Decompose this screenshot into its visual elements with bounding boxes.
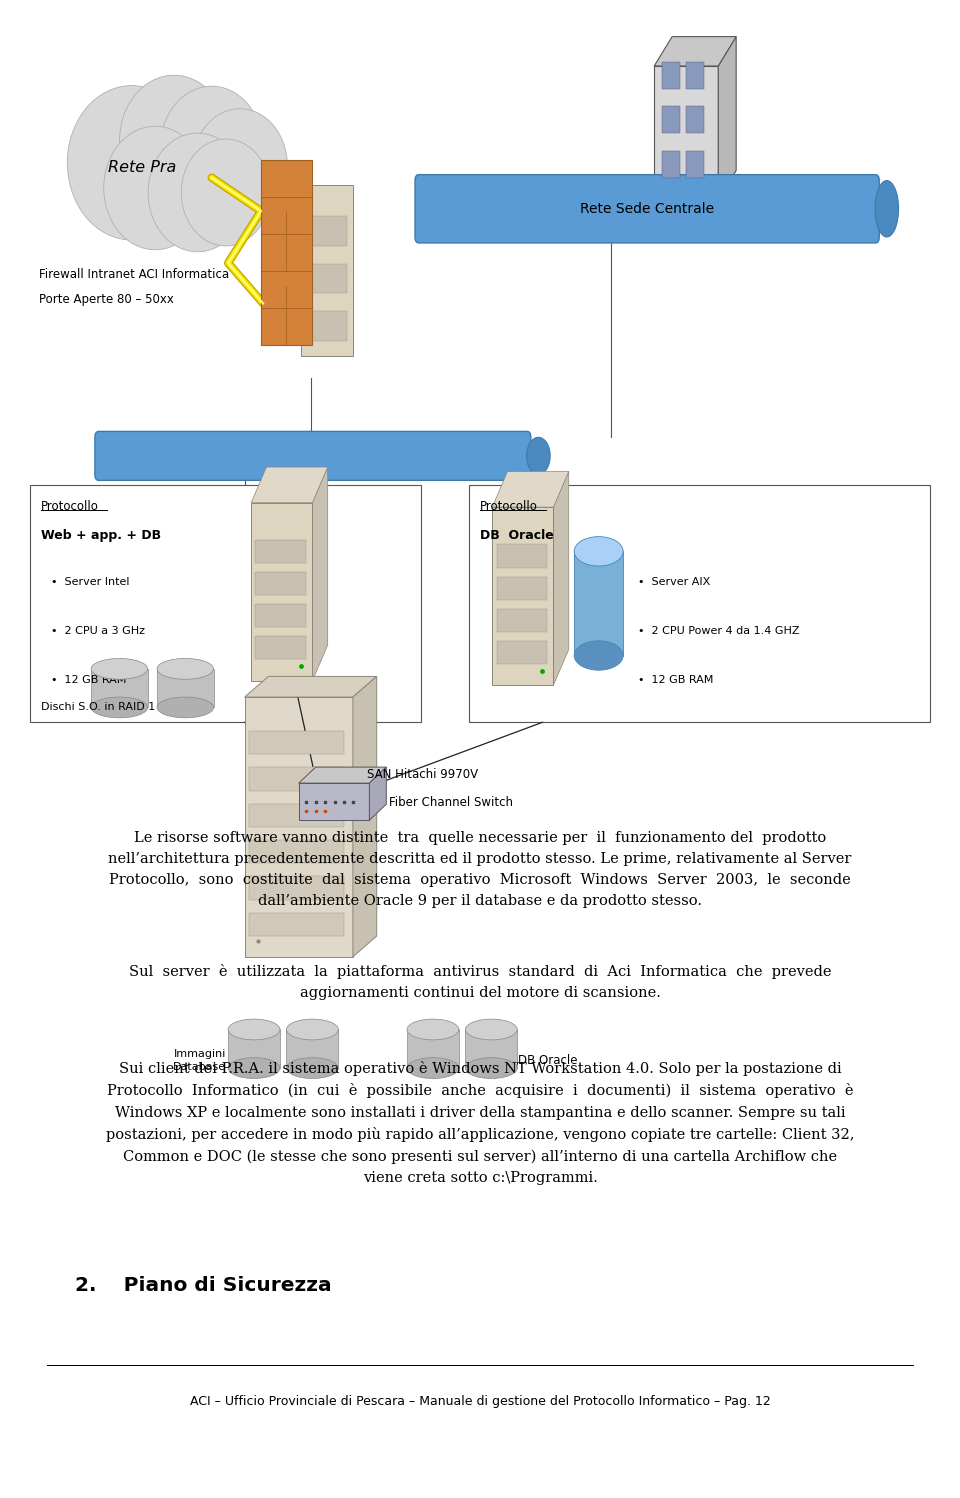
Polygon shape [312, 467, 327, 680]
Text: Rete Sede Centrale: Rete Sede Centrale [580, 202, 714, 216]
FancyBboxPatch shape [95, 431, 531, 481]
FancyBboxPatch shape [496, 641, 546, 664]
Text: 2.  Piano di Sicurezza: 2. Piano di Sicurezza [75, 1276, 332, 1294]
FancyBboxPatch shape [661, 151, 680, 178]
FancyBboxPatch shape [686, 61, 704, 88]
FancyBboxPatch shape [249, 912, 345, 936]
FancyBboxPatch shape [255, 637, 305, 659]
Ellipse shape [407, 1019, 459, 1040]
Text: •  2 CPU a 3 GHz: • 2 CPU a 3 GHz [51, 626, 145, 635]
FancyBboxPatch shape [496, 577, 546, 599]
Ellipse shape [157, 659, 213, 679]
Ellipse shape [67, 85, 196, 240]
FancyBboxPatch shape [30, 485, 420, 722]
Text: Fiber Channel Switch: Fiber Channel Switch [389, 795, 513, 809]
Polygon shape [492, 472, 568, 508]
Text: SAN Hitachi 9970V: SAN Hitachi 9970V [367, 768, 478, 782]
FancyBboxPatch shape [407, 1029, 459, 1068]
FancyBboxPatch shape [91, 670, 148, 707]
FancyBboxPatch shape [492, 508, 554, 685]
FancyBboxPatch shape [496, 608, 546, 632]
Polygon shape [299, 767, 386, 783]
FancyBboxPatch shape [157, 670, 213, 707]
FancyBboxPatch shape [249, 840, 345, 863]
FancyBboxPatch shape [252, 503, 312, 680]
Text: Porte Aperte 80 – 50xx: Porte Aperte 80 – 50xx [39, 292, 174, 306]
FancyBboxPatch shape [686, 151, 704, 178]
Text: Web + app. + DB: Web + app. + DB [41, 529, 161, 542]
Ellipse shape [228, 1019, 280, 1040]
Ellipse shape [286, 1019, 338, 1040]
Ellipse shape [192, 109, 287, 223]
Ellipse shape [228, 1058, 280, 1079]
FancyBboxPatch shape [496, 544, 546, 568]
Text: Dischi S.O. in RAID 1: Dischi S.O. in RAID 1 [41, 703, 156, 712]
FancyBboxPatch shape [245, 697, 353, 957]
FancyBboxPatch shape [307, 264, 348, 294]
Polygon shape [245, 677, 376, 697]
Ellipse shape [91, 659, 148, 679]
Polygon shape [370, 767, 386, 821]
Ellipse shape [104, 126, 206, 250]
Polygon shape [718, 36, 736, 199]
Text: Immagini
Database: Immagini Database [173, 1049, 226, 1073]
Ellipse shape [466, 1058, 517, 1079]
Text: •  12 GB RAM: • 12 GB RAM [51, 674, 126, 685]
FancyBboxPatch shape [249, 876, 345, 900]
Ellipse shape [407, 1058, 459, 1079]
Ellipse shape [527, 437, 550, 475]
Ellipse shape [148, 133, 247, 252]
FancyBboxPatch shape [466, 1029, 517, 1068]
FancyBboxPatch shape [260, 160, 312, 346]
FancyBboxPatch shape [415, 175, 879, 243]
Ellipse shape [574, 536, 623, 566]
Text: ACI – Ufficio Provinciale di Pescara – Manuale di gestione del Protocollo Inform: ACI – Ufficio Provinciale di Pescara – M… [190, 1395, 770, 1408]
Polygon shape [554, 472, 568, 685]
FancyBboxPatch shape [255, 572, 305, 595]
Text: •  2 CPU Power 4 da 1.4 GHZ: • 2 CPU Power 4 da 1.4 GHZ [638, 626, 800, 635]
FancyBboxPatch shape [286, 1029, 338, 1068]
FancyBboxPatch shape [249, 803, 345, 827]
FancyBboxPatch shape [255, 604, 305, 628]
Text: Protocollo: Protocollo [41, 500, 99, 512]
Text: Sui client dei P.R.A. il sistema operativo è Windows NT Workstation 4.0. Solo pe: Sui client dei P.R.A. il sistema operati… [106, 1061, 854, 1185]
Ellipse shape [181, 139, 271, 246]
FancyBboxPatch shape [661, 61, 680, 88]
Polygon shape [252, 467, 327, 503]
Ellipse shape [120, 75, 228, 205]
FancyBboxPatch shape [307, 216, 348, 246]
Text: Sul  server  è  utilizzata  la  piattaforma  antivirus  standard  di  Aci  Infor: Sul server è utilizzata la piattaforma a… [129, 965, 831, 1001]
FancyBboxPatch shape [249, 767, 345, 791]
Polygon shape [654, 36, 736, 66]
FancyBboxPatch shape [686, 106, 704, 133]
Ellipse shape [286, 1058, 338, 1079]
FancyBboxPatch shape [255, 541, 305, 563]
FancyBboxPatch shape [661, 106, 680, 133]
Ellipse shape [91, 697, 148, 718]
Text: •  Server Intel: • Server Intel [51, 577, 130, 587]
Text: •  Server AIX: • Server AIX [638, 577, 710, 587]
Text: DB Oracle: DB Oracle [517, 1055, 577, 1067]
Text: Protocollo: Protocollo [480, 500, 538, 512]
FancyBboxPatch shape [301, 186, 353, 355]
FancyBboxPatch shape [574, 551, 623, 656]
FancyBboxPatch shape [249, 731, 345, 753]
FancyBboxPatch shape [654, 66, 718, 199]
FancyBboxPatch shape [307, 312, 348, 342]
Text: •  12 GB RAM: • 12 GB RAM [638, 674, 713, 685]
Ellipse shape [875, 181, 899, 237]
Text: DB  Oracle: DB Oracle [480, 529, 554, 542]
FancyBboxPatch shape [299, 783, 370, 821]
Text: Firewall Intranet ACI Informatica: Firewall Intranet ACI Informatica [39, 268, 229, 280]
Ellipse shape [160, 87, 263, 210]
Ellipse shape [466, 1019, 517, 1040]
Polygon shape [353, 677, 376, 957]
FancyBboxPatch shape [468, 485, 930, 722]
Ellipse shape [157, 697, 213, 718]
Text: Rete Pra: Rete Pra [108, 160, 177, 175]
Ellipse shape [574, 641, 623, 670]
Text: Le risorse software vanno distinte  tra  quelle necessarie per  il  funzionament: Le risorse software vanno distinte tra q… [108, 830, 852, 908]
FancyBboxPatch shape [228, 1029, 280, 1068]
